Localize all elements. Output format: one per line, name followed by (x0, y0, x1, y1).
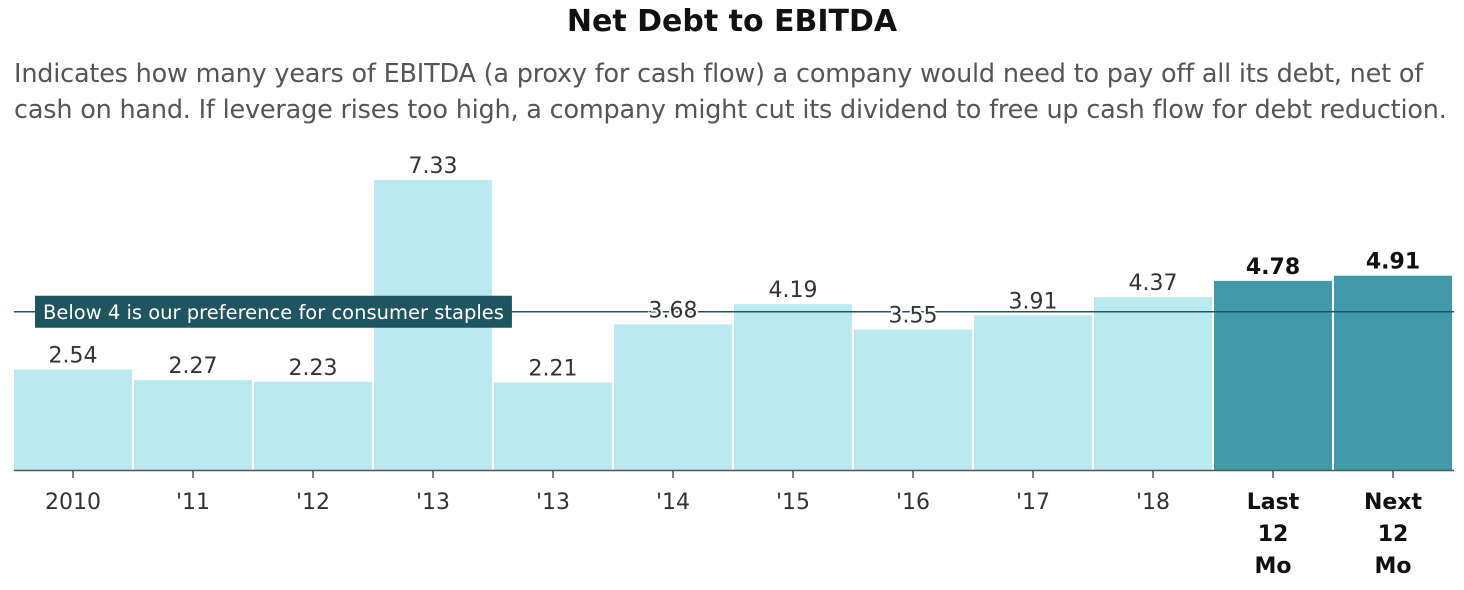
bar (1214, 280, 1332, 470)
x-tick-label: '11 (176, 490, 210, 515)
x-tick-label: Next 12 Mo (1364, 490, 1423, 579)
data-label: 2.23 (289, 356, 338, 381)
reference-label-text: Below 4 is our preference for consumer s… (43, 301, 504, 324)
x-tick-label: '12 (296, 490, 330, 515)
x-tick-label: '15 (776, 490, 810, 515)
data-label: 3.55 (889, 304, 938, 329)
x-tick-label: '14 (656, 490, 690, 515)
data-label: 2.21 (529, 357, 578, 382)
bar (134, 380, 252, 470)
value-labels-layer: 2.54 2.27 2.23 7.33 2.21 3.68 4.19 3.55 3.91 4.37… (47, 152, 1423, 384)
bar (1094, 297, 1212, 470)
data-label: 4.91 (1366, 250, 1420, 275)
bars-layer (14, 180, 1452, 470)
data-label: 2.54 (49, 344, 98, 369)
reference-label: Below 4 is our preference for consumer s… (35, 295, 512, 328)
chart-subtitle: Indicates how many years of EBITDA (a pr… (14, 59, 1447, 125)
x-tick-label: 2010 (45, 490, 101, 515)
bar (734, 304, 852, 470)
bar (1334, 275, 1452, 470)
x-tick-label: '18 (1136, 490, 1170, 515)
data-label: 2.27 (169, 354, 218, 379)
data-label: 4.19 (769, 278, 818, 303)
data-label: 7.33 (409, 154, 458, 179)
x-tick-label: '16 (896, 490, 930, 515)
x-tick-label: Last 12 Mo (1247, 490, 1300, 579)
bar (854, 329, 972, 470)
x-tick-label: '13 (536, 490, 570, 515)
reference-layer: Below 4 is our preference for consumer s… (14, 295, 1454, 328)
bar (494, 382, 612, 470)
data-label: 3.91 (1009, 289, 1058, 314)
bar (14, 369, 132, 470)
bar (254, 381, 372, 470)
data-label: 4.37 (1129, 271, 1178, 296)
data-label: 3.68 (649, 298, 698, 323)
reference-label-background (35, 295, 512, 328)
x-tick-label: '13 (416, 490, 450, 515)
chart-title: Net Debt to EBITDA (566, 4, 898, 39)
x-axis: 2010 '11 '12 '13 '13 '14 '15 '16 '17 '18 Last 12 Mo N… (14, 469, 1454, 579)
bar (614, 324, 732, 470)
data-label: 4.78 (1246, 255, 1300, 280)
x-tick-label: '17 (1016, 490, 1050, 515)
bar (974, 315, 1092, 470)
